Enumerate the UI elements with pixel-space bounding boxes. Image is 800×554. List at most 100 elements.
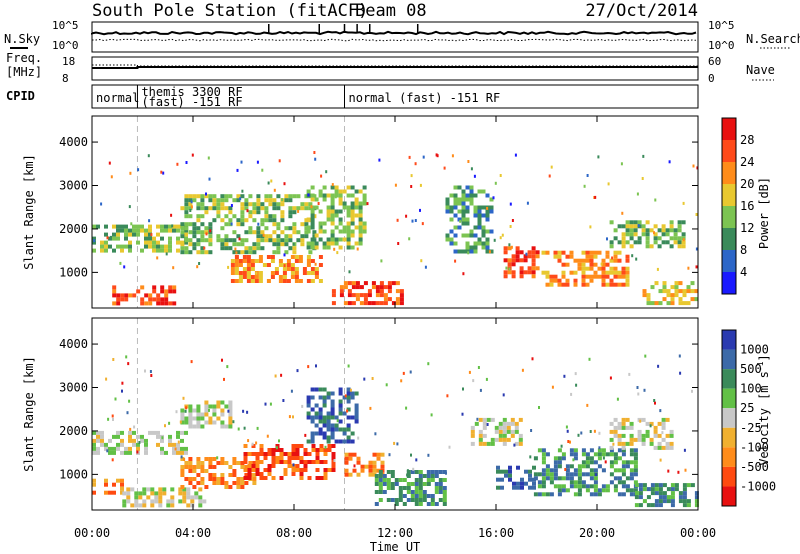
data-cell: [254, 275, 259, 279]
data-cell: [586, 174, 589, 177]
data-cell: [350, 395, 355, 400]
colorbar-cell: [722, 427, 736, 448]
data-cell: [650, 487, 655, 492]
data-cell: [336, 419, 339, 423]
data-cell: [240, 477, 245, 481]
data-cell: [243, 468, 248, 472]
data-cell: [348, 270, 351, 274]
data-cell: [442, 502, 447, 506]
data-cell: [203, 246, 206, 250]
data-cell: [304, 194, 309, 199]
data-cell: [609, 266, 614, 271]
nsearch-trace: [92, 38, 697, 42]
data-cell: [212, 198, 217, 203]
data-cell: [278, 279, 283, 283]
data-cell: [128, 232, 132, 237]
data-cell: [356, 456, 361, 461]
data-cell: [569, 250, 574, 255]
data-cell: [266, 263, 271, 267]
data-cell: [291, 444, 296, 448]
data-cell: [326, 245, 331, 250]
data-cell: [112, 224, 116, 229]
data-cell: [180, 485, 185, 489]
data-cell: [180, 469, 185, 473]
data-cell: [204, 226, 209, 231]
data-cell: [453, 201, 458, 206]
data-cell: [607, 182, 610, 186]
data-cell: [198, 495, 203, 500]
data-cell: [665, 445, 670, 450]
data-cell: [541, 452, 546, 457]
data-cell: [631, 254, 634, 258]
data-cell: [256, 202, 261, 207]
data-cell: [438, 470, 443, 474]
data-cell: [96, 438, 100, 443]
data-cell: [372, 472, 377, 477]
data-cell: [442, 478, 447, 482]
data-cell: [334, 415, 339, 420]
data-cell: [122, 503, 127, 508]
data-cell: [613, 282, 618, 287]
data-cell: [537, 448, 542, 453]
data-cell: [642, 487, 647, 492]
data-cell: [569, 464, 574, 469]
data-cell: [434, 490, 439, 494]
data-cell: [641, 228, 646, 233]
data-cell: [690, 281, 695, 286]
data-cell: [180, 230, 185, 235]
data-cell: [642, 483, 647, 488]
data-cell: [593, 480, 598, 485]
data-cell: [212, 412, 217, 417]
data-cell: [477, 221, 482, 226]
data-cell: [642, 289, 647, 294]
data-cell: [457, 209, 462, 214]
data-cell: [629, 476, 634, 481]
data-cell: [350, 201, 355, 206]
nsky-tick-top: 10^5: [52, 19, 79, 32]
colorbar-cell: [722, 250, 736, 272]
y-tick-label: 4000: [59, 337, 88, 351]
data-cell: [585, 266, 590, 271]
data-cell: [362, 193, 367, 198]
data-cell: [148, 232, 152, 237]
data-cell: [330, 197, 335, 202]
data-cell: [625, 228, 630, 233]
data-cell: [551, 385, 554, 389]
data-cell: [156, 442, 160, 447]
data-cell: [481, 213, 486, 218]
data-cell: [343, 285, 348, 290]
data-cell: [298, 255, 303, 259]
data-cell: [172, 266, 175, 270]
data-cell: [106, 449, 109, 453]
data-cell: [129, 171, 132, 175]
data-cell: [569, 480, 574, 485]
data-cell: [621, 417, 626, 422]
data-cell: [549, 476, 554, 481]
data-cell: [147, 154, 150, 158]
data-cell: [228, 473, 233, 477]
data-cell: [330, 435, 335, 440]
data-cell: [180, 446, 184, 451]
data-cell: [605, 488, 610, 493]
data-cell: [212, 194, 217, 199]
data-cell: [511, 274, 516, 279]
data-cell: [334, 423, 339, 428]
data-cell: [260, 218, 265, 223]
data-cell: [577, 468, 582, 473]
data-cell: [438, 486, 443, 490]
data-cell: [597, 488, 602, 493]
data-cell: [574, 372, 577, 376]
y-tick-label: 3000: [59, 179, 88, 193]
colorbar-tick-label: 1000: [740, 343, 769, 357]
data-cell: [314, 197, 319, 202]
data-cell: [581, 452, 586, 457]
data-cell: [581, 472, 586, 477]
data-cell: [649, 228, 654, 233]
data-cell: [346, 225, 351, 230]
data-cell: [616, 397, 619, 401]
data-cell: [510, 421, 515, 426]
data-cell: [350, 217, 355, 222]
data-cell: [164, 301, 169, 306]
